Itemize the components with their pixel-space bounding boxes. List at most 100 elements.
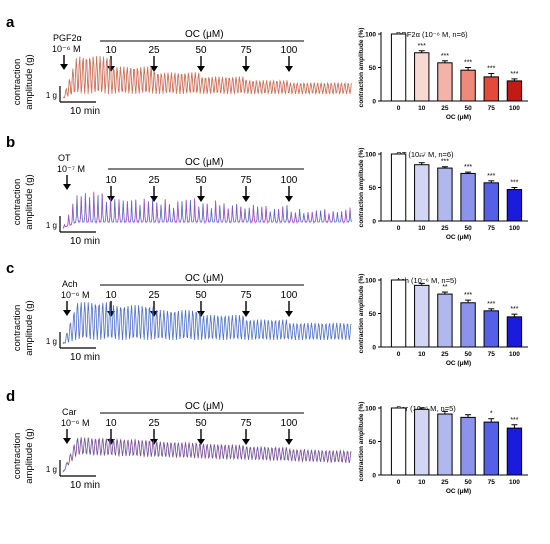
dose-arrow-50-head: [197, 439, 205, 445]
bar-0: [390, 33, 407, 102]
y-tick-label: 100: [365, 32, 376, 39]
trace-ylabel-line2: amplitude (g): [24, 174, 35, 229]
bar-75: [483, 76, 499, 102]
bar-0: [390, 153, 407, 222]
time-scale-label: 10 min: [70, 480, 100, 491]
chart-title: Car (10⁻⁶ M, n=5): [396, 404, 456, 413]
dose-label-100: 100: [281, 418, 298, 429]
significance-mark: ***: [441, 53, 449, 60]
dose-label-100: 100: [281, 175, 298, 186]
dose-label-25: 25: [148, 290, 160, 301]
contraction-trace-secondary: [62, 56, 352, 99]
y-axis-title: contraction amplitude (%): [358, 402, 365, 482]
dose-label-100: 100: [281, 290, 298, 301]
y-tick-label: 0: [372, 219, 376, 226]
x-tick-label: 75: [488, 105, 496, 112]
bar-25: [437, 167, 453, 222]
bar-100: [506, 316, 523, 348]
significance-mark: ***: [510, 180, 518, 187]
bar-10: [414, 408, 430, 476]
dose-arrow-75-head: [242, 66, 250, 72]
x-tick-label: 50: [464, 479, 472, 486]
x-tick-label: 10: [418, 479, 426, 486]
y-axis-title-text: contraction amplitude (%): [358, 274, 365, 354]
chart-title: PGF2α (10⁻⁶ M, n=6): [396, 30, 468, 39]
dose-arrow-50-head: [197, 311, 205, 317]
x-axis-title: OC (μM): [446, 360, 471, 367]
x-tick-label: 75: [488, 225, 496, 232]
significance-mark: ***: [464, 60, 472, 67]
trace-ylabel: contraction amplitude (g): [12, 174, 35, 229]
significance-mark: ***: [487, 173, 495, 180]
significance-mark: *: [490, 411, 493, 418]
y-axis-title-text: contraction amplitude (%): [358, 28, 365, 108]
time-scale-label: 10 min: [70, 236, 100, 247]
dose-arrow-100-head: [285, 66, 293, 72]
x-tick-label: 25: [441, 479, 449, 486]
dose-label-25: 25: [148, 175, 160, 186]
agent-arrow-head: [63, 310, 71, 316]
y-axis-title: contraction amplitude (%): [358, 28, 365, 108]
y-tick-label: 0: [372, 473, 376, 480]
force-scale-label: 1 g: [46, 221, 57, 230]
time-scale-label: 10 min: [70, 352, 100, 363]
force-scale-label: 1 g: [46, 465, 57, 474]
significance-mark: ***: [441, 159, 449, 166]
bar-10: [414, 164, 430, 222]
y-tick-label: 100: [365, 152, 376, 159]
agent-label: Ach: [62, 279, 78, 289]
x-tick-label: 10: [418, 351, 426, 358]
contraction-trace: [62, 437, 352, 473]
trace-ylabel: contraction amplitude (g): [12, 428, 35, 483]
x-tick-label: 10: [418, 105, 426, 112]
trace-ylabel: contraction amplitude (g): [12, 300, 35, 355]
dose-label-75: 75: [240, 418, 252, 429]
contraction-trace-overlay: [62, 436, 352, 473]
bar-10: [414, 284, 430, 348]
dose-label-25: 25: [148, 45, 160, 56]
bar-75: [483, 421, 499, 476]
dose-arrow-50-head: [197, 196, 205, 202]
panel-letter: b: [6, 134, 15, 151]
bar-100: [506, 80, 523, 102]
dose-arrow-25-head: [150, 196, 158, 202]
trace-ylabel-line1: contraction: [12, 433, 23, 479]
dose-label-10: 10: [105, 45, 117, 56]
significance-mark: **: [419, 155, 425, 162]
x-tick-label: 75: [488, 479, 496, 486]
significance-mark: ***: [510, 417, 518, 424]
bar-10: [414, 52, 430, 102]
x-tick-label: 0: [397, 225, 401, 232]
x-axis-title: OC (μM): [446, 234, 471, 241]
trace-ylabel-line1: contraction: [12, 59, 23, 105]
agent-label: PGF2α: [53, 33, 82, 43]
bar-75: [483, 310, 499, 348]
dose-arrow-25-head: [150, 439, 158, 445]
trace-ylabel-line2: amplitude (g): [24, 54, 35, 109]
significance-mark: ***: [510, 306, 518, 313]
oc-header-label: OC (μM): [185, 29, 224, 40]
bar-50: [460, 302, 476, 348]
bar-50: [460, 416, 476, 476]
dose-arrow-25-head: [150, 66, 158, 72]
y-tick-label: 0: [372, 345, 376, 352]
trace-ylabel-line1: contraction: [12, 305, 23, 351]
bar-25: [437, 413, 453, 476]
agent-label: OT: [58, 153, 71, 163]
dose-arrow-100-head: [285, 439, 293, 445]
x-tick-label: 0: [397, 351, 401, 358]
agent-concentration: 10⁻⁷ M: [57, 164, 85, 174]
dose-arrow-75-head: [242, 439, 250, 445]
force-scale-label: 1 g: [46, 91, 57, 100]
y-tick-label: 50: [369, 439, 377, 446]
agent-label: Car: [62, 407, 77, 417]
x-tick-label: 100: [509, 225, 520, 232]
y-tick-label: 0: [372, 99, 376, 106]
contraction-trace-overlay: [62, 191, 352, 230]
agent-concentration: 10⁻⁶ M: [61, 290, 89, 300]
dose-arrow-100-head: [285, 311, 293, 317]
